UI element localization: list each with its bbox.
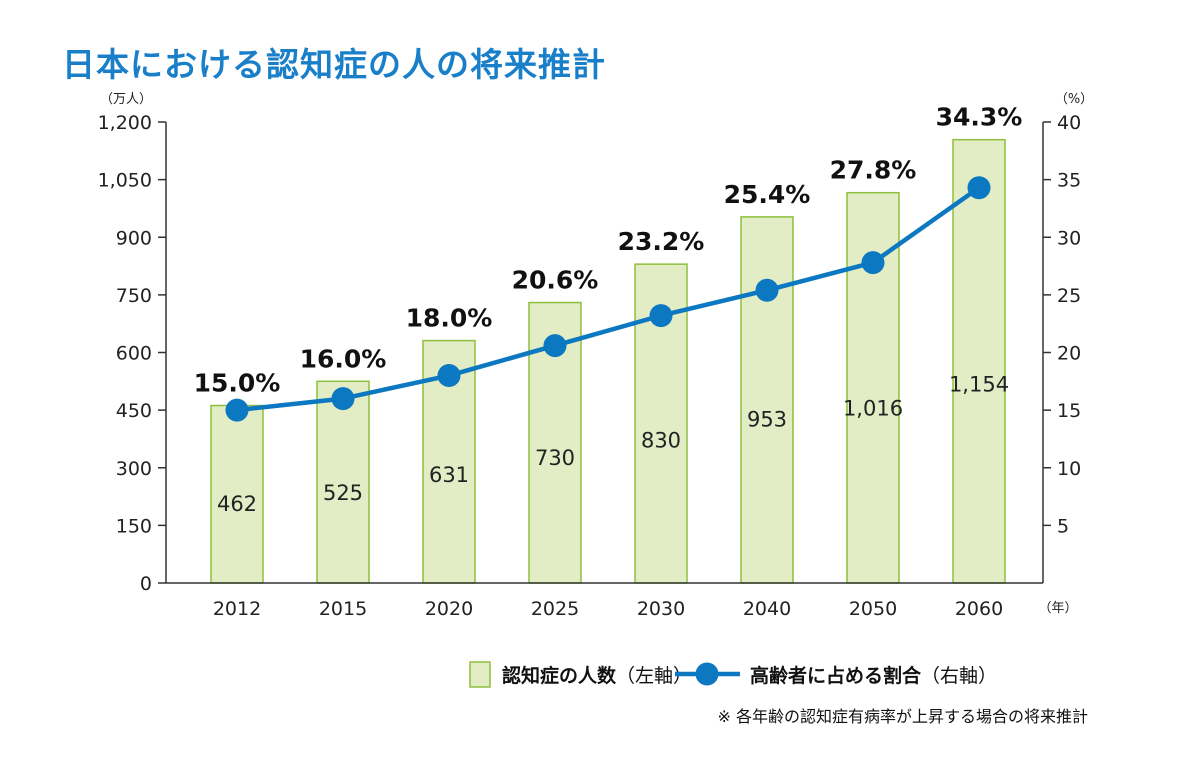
left-tick-label: 900 bbox=[116, 227, 152, 249]
ratio-value-label: 25.4% bbox=[724, 180, 811, 209]
ratio-point-2015 bbox=[331, 387, 355, 411]
x-tick-label: 2030 bbox=[637, 598, 685, 620]
chart-title: 日本における認知症の人の将来推計 bbox=[62, 45, 606, 84]
x-tick-label: 2015 bbox=[319, 598, 367, 620]
bar-2060 bbox=[952, 138, 1006, 584]
ratio-value-label: 18.0% bbox=[406, 304, 493, 333]
legend-line-label: 高齢者に占める割合（右軸） bbox=[750, 664, 997, 687]
bar-2015 bbox=[316, 380, 370, 584]
ratio-line bbox=[236, 185, 981, 413]
ratio-value-label: 23.2% bbox=[618, 227, 705, 256]
ratio-value-label: 20.6% bbox=[512, 266, 599, 295]
right-tick-label: 5 bbox=[1057, 515, 1069, 537]
x-tick-label: 2040 bbox=[743, 598, 791, 620]
left-tick-label: 750 bbox=[116, 285, 152, 307]
left-tick-label: 1,050 bbox=[98, 170, 152, 192]
right-tick-label: 30 bbox=[1057, 227, 1081, 249]
ratio-point-2050 bbox=[861, 251, 885, 275]
bar-value-label: 631 bbox=[429, 463, 469, 487]
bar-2012 bbox=[210, 404, 264, 584]
left-tick-label: 300 bbox=[116, 458, 152, 480]
legend-line-marker bbox=[695, 662, 719, 686]
ratio-point-2025 bbox=[543, 334, 567, 358]
right-tick-label: 35 bbox=[1057, 170, 1081, 192]
ratio-point-2012 bbox=[225, 398, 249, 422]
x-axis-unit: （年） bbox=[1038, 601, 1077, 616]
bar-value-label: 1,154 bbox=[949, 373, 1009, 397]
left-tick-label: 600 bbox=[116, 343, 152, 365]
right-tick-label: 40 bbox=[1057, 112, 1081, 134]
ratio-value-label: 16.0% bbox=[300, 344, 387, 373]
legend-bar-swatch bbox=[469, 661, 491, 688]
left-tick-label: 150 bbox=[116, 515, 152, 537]
x-tick-label: 2020 bbox=[425, 598, 473, 620]
left-tick-label: 1,200 bbox=[98, 112, 152, 134]
ratio-value-label: 27.8% bbox=[830, 156, 917, 185]
legend-line-main: 高齢者に占める割合 bbox=[750, 664, 922, 687]
bar-2040 bbox=[740, 216, 794, 584]
bar-value-label: 830 bbox=[641, 429, 681, 453]
left-tick-label: 0 bbox=[140, 573, 152, 595]
right-axis-unit: （%） bbox=[1055, 92, 1093, 107]
bar-value-label: 462 bbox=[217, 492, 257, 516]
ratio-point-2020 bbox=[437, 364, 461, 388]
bar-value-label: 730 bbox=[535, 446, 575, 470]
ratio-value-label: 34.3% bbox=[936, 103, 1023, 132]
right-tick-label: 25 bbox=[1057, 285, 1081, 307]
legend-bar-main: 認知症の人数 bbox=[502, 664, 617, 687]
left-tick-label: 450 bbox=[116, 400, 152, 422]
x-tick-label: 2012 bbox=[213, 598, 261, 620]
right-tick-label: 20 bbox=[1057, 343, 1081, 365]
legend-bar-sub: （左軸） bbox=[616, 665, 692, 687]
left-axis-unit: （万人） bbox=[100, 92, 152, 107]
x-tick-label: 2050 bbox=[849, 598, 897, 620]
ratio-point-2040 bbox=[755, 278, 779, 302]
ratio-value-label: 15.0% bbox=[194, 369, 281, 398]
legend-line-sub: （右軸） bbox=[921, 665, 997, 687]
bar-value-label: 953 bbox=[747, 407, 787, 431]
right-tick-label: 10 bbox=[1057, 458, 1081, 480]
right-tick-label: 15 bbox=[1057, 400, 1081, 422]
x-tick-label: 2025 bbox=[531, 598, 579, 620]
ratio-point-2060 bbox=[967, 176, 991, 200]
bar-value-label: 525 bbox=[323, 481, 363, 505]
ratio-point-2030 bbox=[649, 304, 673, 328]
x-tick-label: 2060 bbox=[955, 598, 1003, 620]
legend-bar-label: 認知症の人数（左軸） bbox=[502, 664, 692, 687]
bar-value-label: 1,016 bbox=[843, 396, 903, 420]
footnote: ※ 各年齢の認知症有病率が上昇する場合の将来推計 bbox=[718, 707, 1089, 726]
